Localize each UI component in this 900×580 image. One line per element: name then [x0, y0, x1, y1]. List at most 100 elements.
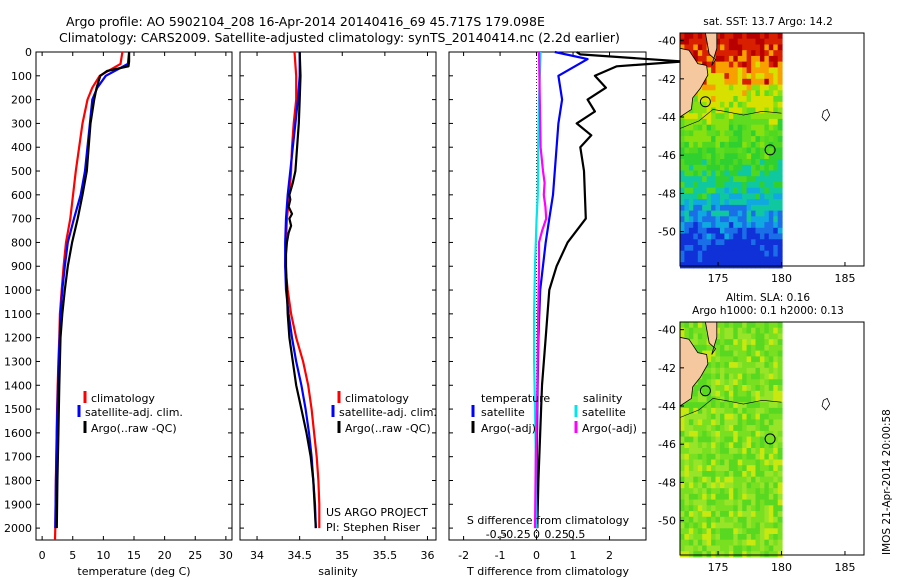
map-cell: [768, 522, 774, 529]
map-cell: [715, 482, 721, 489]
map-cell: [684, 465, 690, 472]
map-cell: [742, 390, 748, 397]
map-cell: [751, 141, 756, 149]
map-cell: [733, 482, 739, 489]
map-cell: [755, 356, 761, 363]
map-cell: [697, 465, 703, 472]
map-cell: [697, 118, 703, 126]
map-cell: [737, 204, 743, 212]
map-cell: [773, 50, 779, 57]
map-cell: [755, 44, 761, 51]
map-cell: [764, 182, 770, 189]
map-cell: [693, 136, 699, 143]
map-cell: [724, 147, 730, 154]
map-cell: [693, 55, 699, 63]
map-cell: [720, 327, 725, 334]
map-cell: [702, 493, 708, 501]
map-cell: [764, 482, 770, 489]
ytick-label: 800: [11, 236, 32, 249]
map-cell: [768, 493, 774, 501]
map-cell: [737, 222, 743, 229]
map-cell: [702, 222, 708, 229]
map-cell: [720, 204, 725, 212]
map-cell: [728, 356, 734, 363]
map-cell: [737, 344, 743, 352]
map-cell: [755, 84, 761, 91]
map-cell: [680, 38, 685, 45]
map-cell: [728, 199, 734, 206]
map-cell: [777, 176, 783, 183]
map-cell: [777, 61, 783, 68]
map-cell: [720, 239, 725, 246]
xtick-label: 36: [420, 549, 434, 562]
map-cell: [777, 379, 783, 386]
map-cell: [711, 107, 716, 114]
map-cell: [684, 493, 690, 501]
map-cell: [751, 187, 756, 194]
map-cell: [773, 327, 779, 334]
land-south-island: [679, 47, 709, 118]
map-cell: [755, 107, 761, 114]
map-cell: [733, 233, 739, 240]
map-cell: [733, 430, 739, 438]
map-cell: [680, 176, 685, 183]
map-cell: [706, 210, 712, 217]
map-cell: [711, 511, 716, 518]
map-cell: [693, 141, 699, 149]
map-cell: [764, 534, 770, 541]
map-cell: [777, 216, 783, 223]
map-cell: [688, 176, 694, 183]
map-cell: [688, 118, 694, 126]
map-cell: [706, 442, 712, 449]
map-cell: [764, 339, 770, 346]
map-cell: [715, 182, 721, 189]
map-cell: [720, 356, 725, 363]
map-cell: [706, 419, 712, 426]
map-cell: [711, 551, 716, 558]
map-cell: [759, 356, 765, 363]
map-cell: [751, 465, 756, 472]
map-cell: [697, 442, 703, 449]
map-cell: [720, 419, 725, 426]
reference-circle: [699, 96, 711, 108]
map-cell: [720, 136, 725, 143]
map-cell: [764, 362, 770, 369]
map-cell: [693, 204, 699, 212]
map-cell: [746, 322, 752, 329]
map-cell: [768, 396, 774, 403]
map-cell: [773, 107, 779, 114]
map-cell: [724, 322, 730, 329]
map-cell: [724, 350, 730, 357]
map-cell: [715, 505, 721, 512]
map-cell: [768, 239, 774, 246]
map-cell: [733, 176, 739, 183]
map-cell: [777, 482, 783, 489]
map-cell: [688, 222, 694, 229]
map-cell: [755, 141, 761, 149]
map-cell: [773, 385, 779, 392]
map-cell: [751, 551, 756, 558]
map-cell: [684, 44, 690, 51]
map-cell: [711, 396, 716, 403]
map-cell: [764, 448, 770, 455]
map-cell: [706, 159, 712, 166]
difference-axes-frame: [448, 51, 647, 541]
map-cell: [680, 436, 685, 443]
map-cell: [688, 396, 694, 403]
map-cell: [693, 499, 699, 506]
map-cell: [706, 250, 712, 257]
map-cell: [777, 73, 783, 80]
map-cell: [751, 124, 756, 131]
ytick-label: 1000: [4, 284, 32, 297]
map-cell: [759, 130, 765, 137]
map-cell: [715, 67, 721, 74]
map-cell: [711, 101, 716, 108]
map-cell: [759, 204, 765, 212]
map-cell: [768, 482, 774, 489]
xtick-label: 30: [219, 549, 233, 562]
map-cell: [733, 528, 739, 535]
map-cell: [706, 141, 712, 149]
map-cell: [702, 505, 708, 512]
difference-legend-salinity: salinity satellite Argo(-adj): [574, 392, 637, 435]
map-cell: [684, 250, 690, 257]
